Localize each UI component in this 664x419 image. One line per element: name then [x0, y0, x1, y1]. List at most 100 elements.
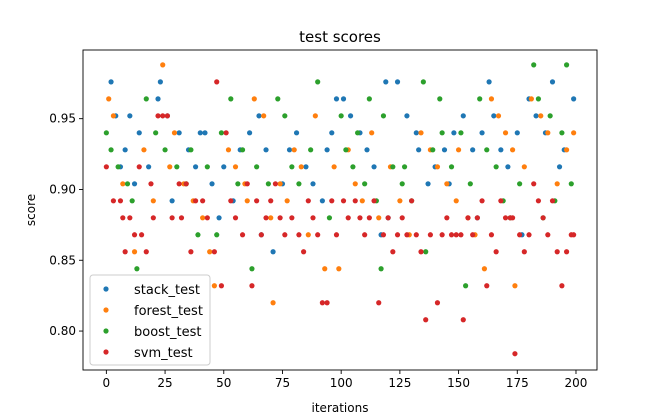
data-point	[155, 96, 161, 102]
data-point	[322, 266, 328, 272]
series-svm_test	[103, 79, 577, 357]
series-boost_test	[103, 62, 574, 289]
data-point	[315, 79, 321, 85]
data-point	[188, 249, 194, 255]
data-point	[526, 232, 532, 238]
data-point	[176, 130, 182, 136]
data-point	[244, 198, 250, 204]
data-point	[568, 181, 574, 187]
data-point	[141, 147, 147, 153]
data-point	[531, 181, 537, 187]
data-point	[416, 147, 422, 153]
data-point	[305, 232, 311, 238]
data-point	[284, 198, 290, 204]
data-point	[200, 215, 206, 221]
data-point	[232, 215, 239, 221]
data-point	[498, 147, 504, 153]
data-point	[563, 62, 570, 68]
data-point	[441, 147, 448, 153]
x-tick-label: 50	[216, 376, 231, 390]
data-point	[293, 130, 300, 136]
data-point	[268, 198, 274, 204]
x-tick-label: 0	[103, 376, 111, 390]
data-point	[517, 232, 523, 238]
data-point	[188, 147, 194, 153]
data-point	[324, 300, 330, 306]
data-point	[268, 215, 274, 221]
data-point	[345, 215, 351, 221]
x-tick-label: 25	[157, 376, 172, 390]
data-point	[106, 96, 112, 102]
data-point	[547, 113, 553, 119]
data-point	[338, 113, 344, 119]
data-point	[331, 164, 337, 170]
data-point	[563, 147, 570, 153]
x-tick-label: 175	[506, 376, 529, 390]
series-forest_test	[106, 62, 577, 306]
data-point	[228, 198, 234, 204]
data-point	[131, 232, 138, 238]
data-point	[369, 130, 375, 136]
data-point	[303, 164, 309, 170]
data-point	[232, 164, 239, 170]
data-point	[409, 198, 415, 204]
data-point	[505, 164, 511, 170]
data-point	[211, 283, 217, 289]
data-point	[183, 181, 189, 187]
data-point	[444, 215, 450, 221]
data-point	[488, 232, 495, 238]
data-point	[131, 249, 138, 255]
data-point	[110, 113, 117, 119]
legend-marker	[103, 286, 109, 292]
data-point	[254, 164, 260, 170]
data-point	[286, 147, 293, 153]
data-point	[394, 232, 401, 238]
data-point	[563, 249, 570, 255]
data-point	[136, 164, 142, 170]
data-point	[491, 113, 497, 119]
data-point	[216, 215, 222, 221]
data-point	[333, 232, 340, 238]
data-point	[200, 198, 206, 204]
data-point	[301, 249, 307, 255]
data-point	[364, 147, 370, 153]
data-point	[202, 130, 208, 136]
data-point	[448, 164, 455, 170]
data-point	[333, 96, 340, 102]
data-point	[319, 198, 325, 204]
data-point	[453, 232, 459, 238]
data-point	[150, 198, 156, 204]
data-point	[171, 130, 178, 136]
data-point	[397, 198, 403, 204]
data-point	[225, 147, 232, 153]
data-point	[228, 96, 234, 102]
data-point	[162, 147, 168, 153]
data-point	[298, 164, 304, 170]
data-point	[108, 147, 114, 153]
data-point	[458, 130, 464, 136]
x-axis: 0 25 50 75 100 125 150 175 200	[103, 370, 588, 390]
data-point	[277, 215, 283, 221]
legend: stack_test forest_test boost_test svm_test	[89, 274, 211, 366]
x-tick-label: 200	[565, 376, 588, 390]
data-point	[535, 96, 542, 102]
y-tick-label: 0.95	[49, 112, 76, 126]
legend-label: forest_test	[134, 304, 203, 319]
data-point	[439, 232, 445, 238]
data-point	[437, 96, 443, 102]
legend-label: stack_test	[134, 283, 200, 298]
x-axis-label: iterations	[312, 401, 369, 415]
data-point	[484, 147, 490, 153]
data-point	[385, 215, 391, 221]
data-point	[131, 181, 138, 187]
data-point	[221, 164, 227, 170]
data-point	[192, 164, 199, 170]
data-point	[359, 198, 365, 204]
data-point	[174, 164, 180, 170]
data-point	[540, 215, 546, 221]
data-point	[366, 96, 372, 102]
data-point	[458, 232, 464, 238]
data-point	[378, 266, 384, 272]
data-point	[366, 215, 372, 221]
data-point	[263, 147, 269, 153]
